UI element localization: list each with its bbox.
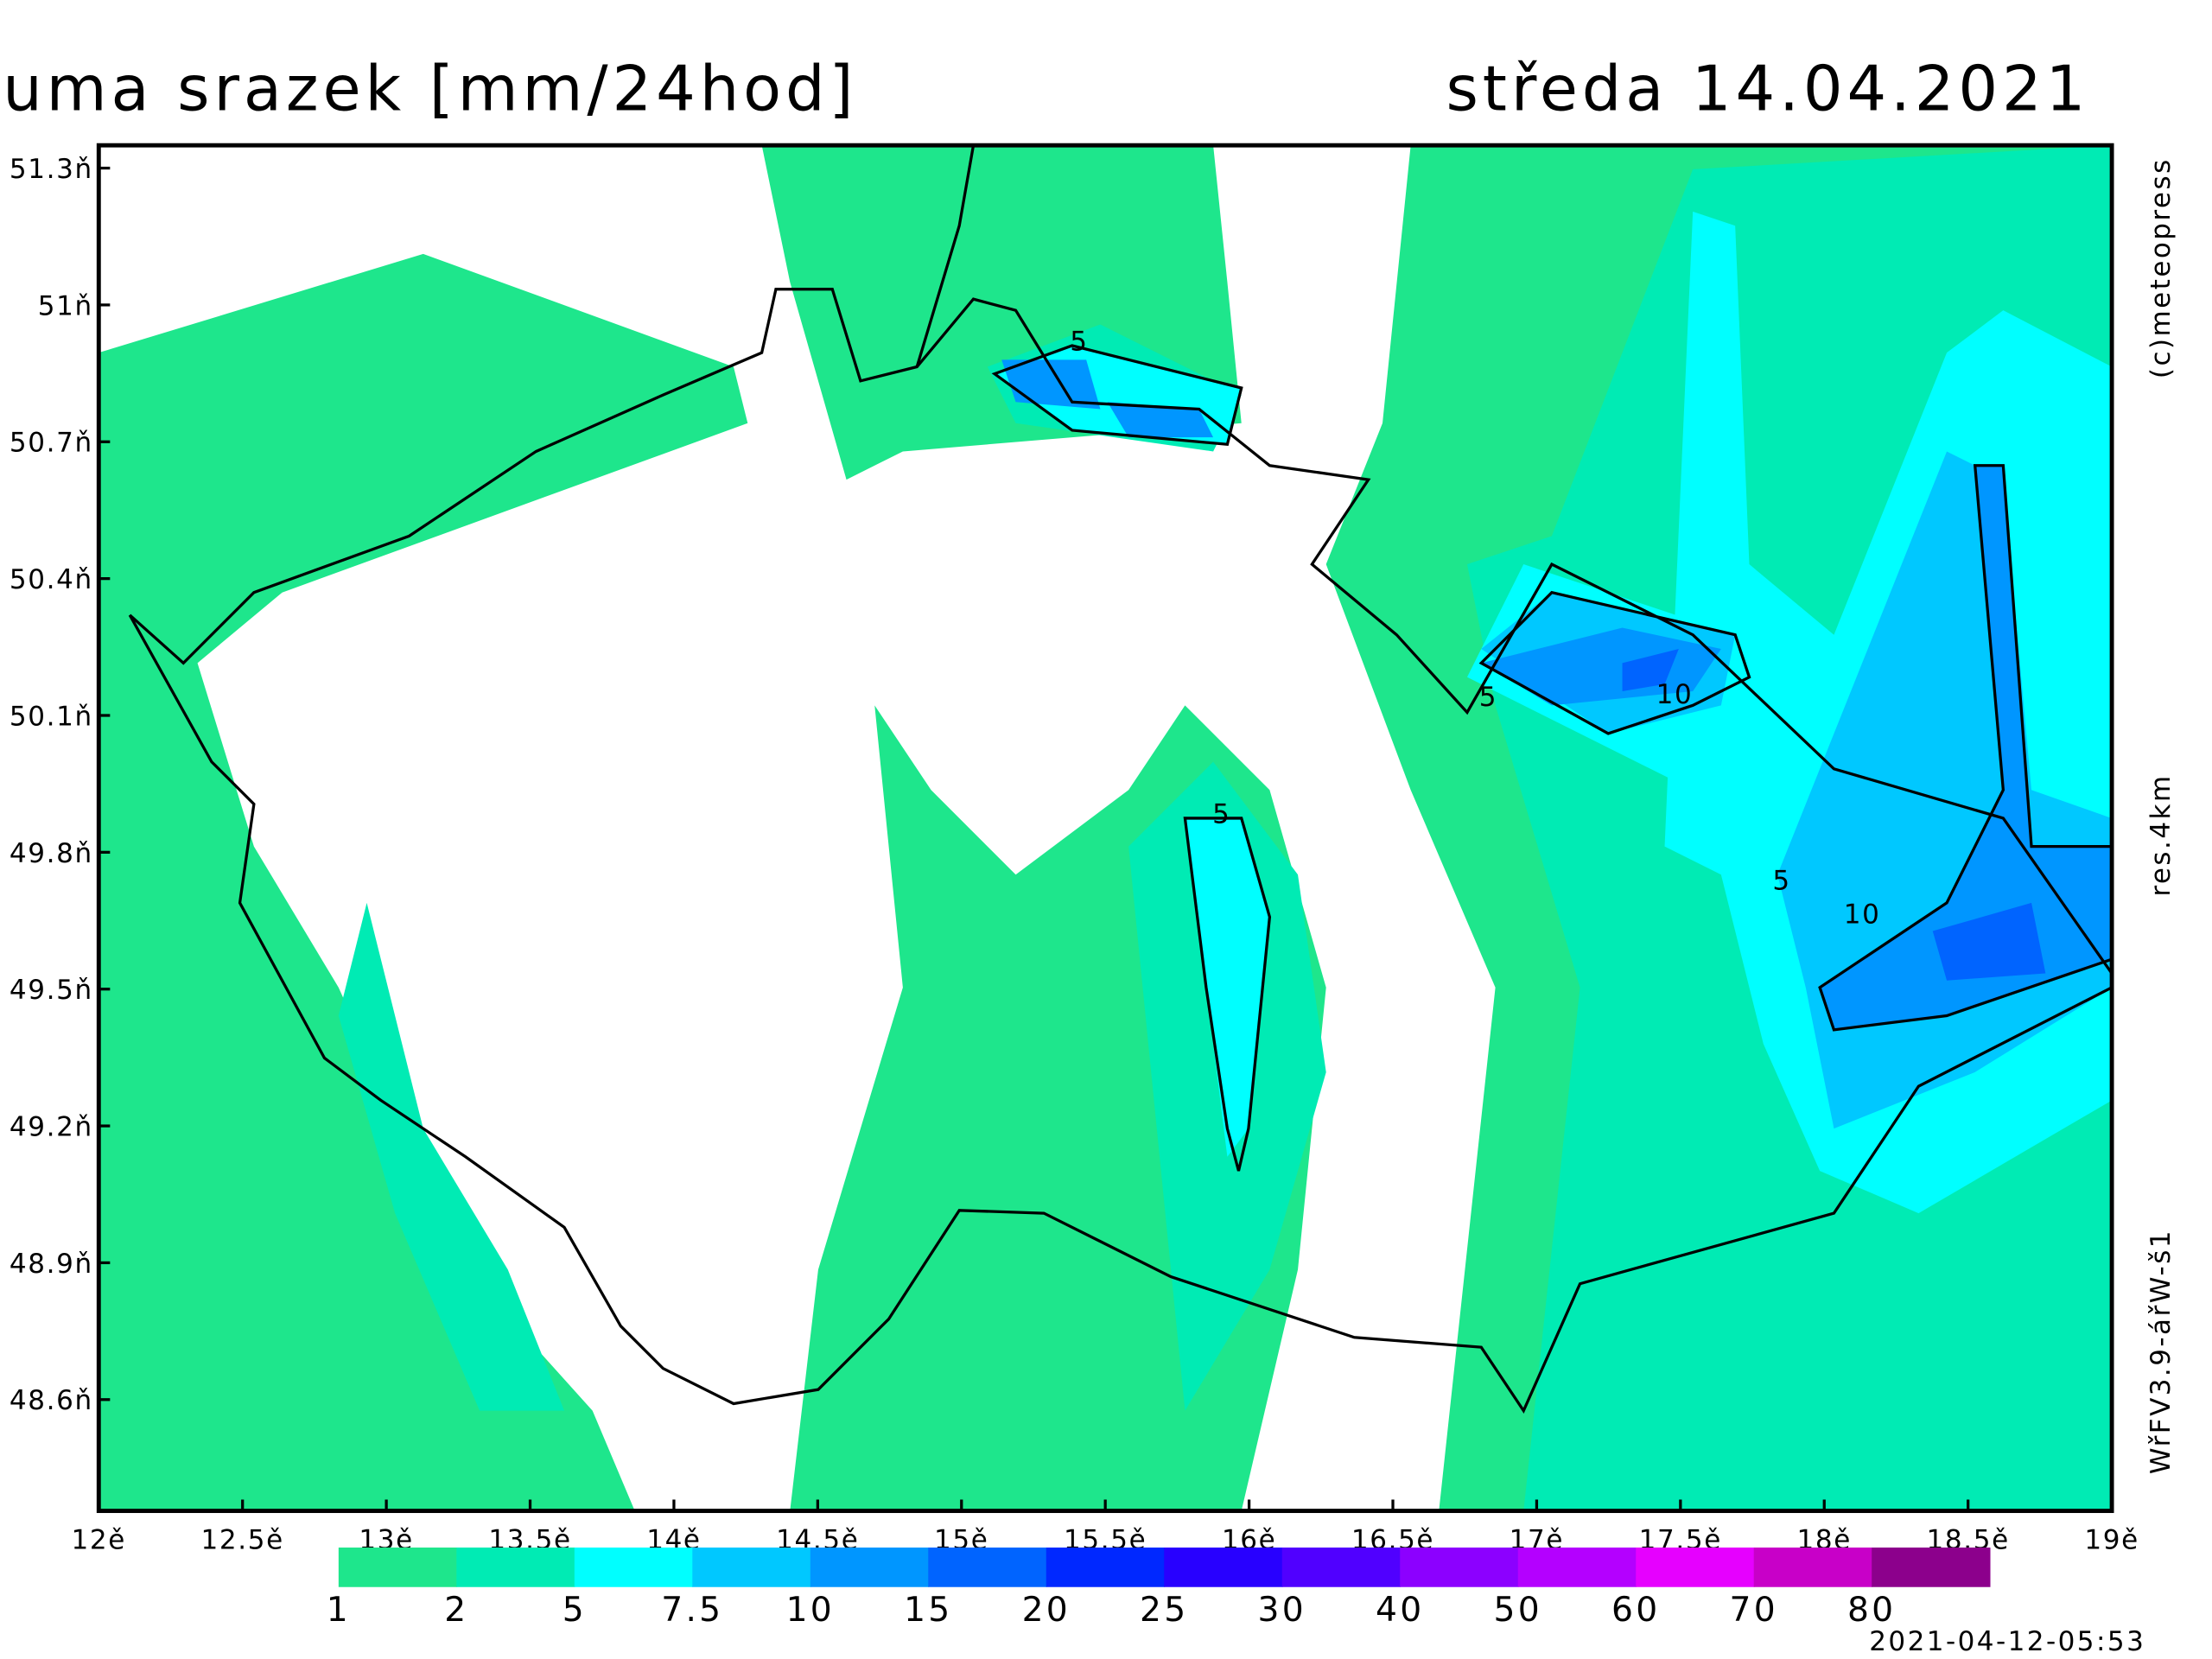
colorbar-label: 5 xyxy=(563,1591,587,1630)
colorbar-label: 70 xyxy=(1730,1591,1778,1630)
border-line xyxy=(129,288,2113,975)
precip-area xyxy=(1107,402,1214,438)
border-line xyxy=(1183,817,1272,1172)
y-tick-label: 50.7ň xyxy=(10,428,93,459)
contour-label: 10 xyxy=(1656,679,1694,710)
y-tick-label: 49.5ň xyxy=(10,975,93,1006)
colorbar-label: 30 xyxy=(1258,1591,1306,1630)
border-line xyxy=(128,614,2113,1414)
colorbar-box xyxy=(1636,1548,1755,1587)
colorbar-box xyxy=(1281,1548,1402,1587)
precip-area xyxy=(99,253,748,1511)
border-line xyxy=(991,344,1243,447)
contour-label: 5 xyxy=(1070,327,1088,358)
colorbar-box xyxy=(1164,1548,1283,1587)
colorbar-label: 50 xyxy=(1494,1591,1542,1630)
precip-area xyxy=(1481,627,1721,706)
timestamp: 2021-04-12-05:53 xyxy=(1869,1626,2145,1657)
y-tick-label: 51.3ň xyxy=(10,154,93,185)
plot-area: 5 5 10 5 5 10 xyxy=(99,144,2113,1511)
x-tick-label: 19ě xyxy=(2084,1525,2139,1556)
border-line xyxy=(1818,464,2113,1032)
y-tick-label: 49.2ň xyxy=(10,1111,93,1142)
colorbar-label: 80 xyxy=(1847,1591,1896,1630)
colorbar-box xyxy=(810,1548,930,1587)
colorbar-label: 60 xyxy=(1611,1591,1660,1630)
precip-area xyxy=(1932,902,2046,981)
colorbar-box xyxy=(928,1548,1047,1587)
x-tick-label: 12ě xyxy=(72,1525,126,1556)
colorbar-box xyxy=(1046,1548,1166,1587)
map-date: středa 14.04.2021 xyxy=(1446,52,2089,124)
colorbar-label: 10 xyxy=(786,1591,835,1630)
y-tick-label: 50.1ň xyxy=(10,701,93,732)
colorbar-box xyxy=(456,1548,575,1587)
colorbar-box xyxy=(692,1548,811,1587)
resolution: res.4km xyxy=(2145,773,2177,896)
colorbar-box xyxy=(1872,1548,1991,1587)
x-tick-label: 12.5ě xyxy=(201,1525,284,1556)
y-tick-label: 48.9ň xyxy=(10,1249,93,1280)
map-title: uma srazek [mm/24hod] xyxy=(3,52,857,124)
contour-label: 5 xyxy=(1479,682,1497,713)
contour-label: 5 xyxy=(1772,865,1790,896)
y-tick-label: 51ň xyxy=(38,290,93,321)
colorbar-box xyxy=(1517,1548,1637,1587)
colorbar-label: 40 xyxy=(1376,1591,1424,1630)
copyright: (c)meteopress xyxy=(2145,157,2177,378)
y-tick-label: 50.4ň xyxy=(10,564,93,595)
precip-area xyxy=(1185,817,1270,1157)
colorbar-box xyxy=(1400,1548,1519,1587)
border-line xyxy=(915,144,976,367)
y-tick-label: 48.6ň xyxy=(10,1385,93,1416)
colorbar-label: 25 xyxy=(1140,1591,1188,1630)
colorbar-label: 7.5 xyxy=(661,1591,723,1630)
y-tick-label: 49.8ň xyxy=(10,838,93,869)
colorbar-label: 2 xyxy=(444,1591,468,1630)
contour-label: 5 xyxy=(1212,799,1230,830)
precip-area xyxy=(338,902,565,1411)
precip-area xyxy=(1820,465,2113,1030)
border-line xyxy=(1478,590,1751,735)
colorbar-label: 1 xyxy=(327,1591,351,1630)
colorbar-box xyxy=(574,1548,694,1587)
colorbar-box xyxy=(338,1548,458,1587)
colorbar-box xyxy=(1753,1548,1873,1587)
model-name: WřFV3.9-ářW-š1 xyxy=(2145,1229,2177,1474)
contour-label: 10 xyxy=(1844,899,1881,931)
colorbar-label: 15 xyxy=(904,1591,952,1630)
colorbar-label: 20 xyxy=(1022,1591,1071,1630)
